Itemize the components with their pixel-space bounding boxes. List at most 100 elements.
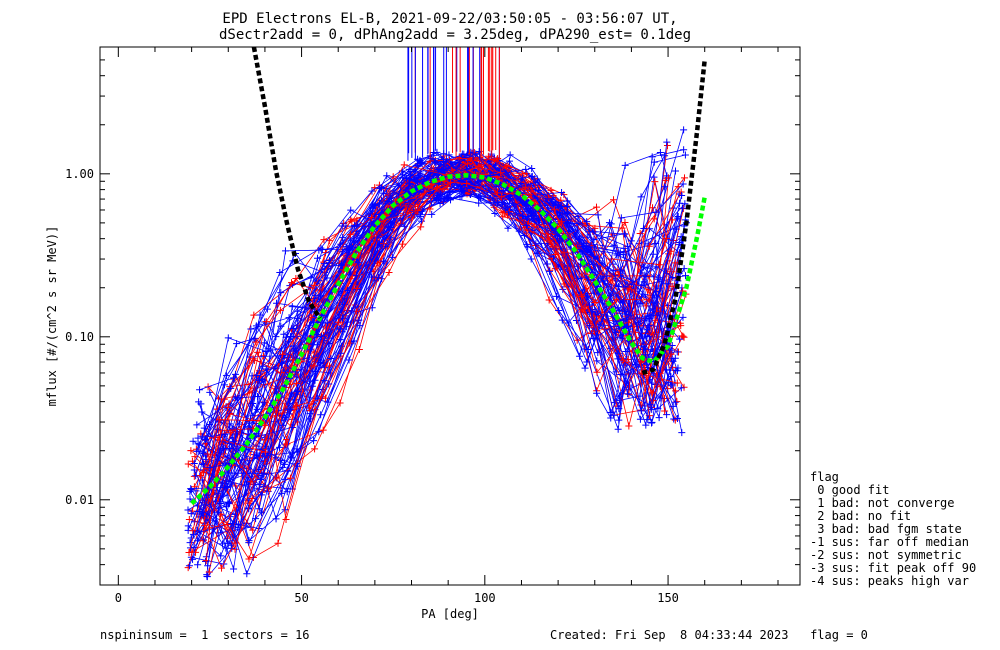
measured-point xyxy=(545,296,553,304)
measured-point xyxy=(678,429,686,437)
measured-point xyxy=(671,398,679,406)
measured-point xyxy=(336,325,344,333)
measured-point xyxy=(527,211,535,219)
measured-point xyxy=(620,244,628,252)
measured-point xyxy=(673,414,681,422)
measured-point xyxy=(223,520,231,528)
measured-point xyxy=(590,334,598,342)
measured-point xyxy=(257,509,265,517)
measured-point xyxy=(193,421,201,429)
measured-point xyxy=(522,201,530,209)
measured-point xyxy=(545,267,553,275)
measured-point xyxy=(616,307,624,315)
measured-point xyxy=(670,415,678,423)
measured-point xyxy=(221,459,229,467)
measured-point xyxy=(346,231,354,239)
measured-point xyxy=(306,346,314,354)
measured-spectrum xyxy=(192,158,680,560)
measured-point xyxy=(288,390,296,398)
measured-point xyxy=(679,180,687,188)
measured-point xyxy=(204,562,212,570)
y-axis: 0.01 0.10 1.00 xyxy=(65,46,800,586)
measured-point xyxy=(227,520,235,528)
measured-point xyxy=(669,357,677,365)
measured-point xyxy=(519,212,527,220)
measured-point xyxy=(667,350,675,358)
measured-point xyxy=(187,447,195,455)
footer-left: nspininsum = 1 sectors = 16 xyxy=(100,628,310,642)
measured-point xyxy=(594,211,602,219)
measured-point xyxy=(587,246,595,254)
measured-point xyxy=(187,534,195,542)
measured-point xyxy=(336,399,344,407)
legend-title: flag xyxy=(810,470,839,484)
measured-point xyxy=(262,318,270,326)
measured-point xyxy=(673,379,681,387)
measured-point xyxy=(498,193,506,201)
measured-point xyxy=(475,199,483,207)
measured-point xyxy=(648,153,656,161)
measured-point xyxy=(205,568,213,576)
measured-point xyxy=(262,365,270,373)
measured-point xyxy=(463,179,471,187)
measured-point xyxy=(593,357,601,365)
measured-point xyxy=(610,411,618,419)
measured-point xyxy=(558,188,566,196)
measured-point xyxy=(414,207,422,215)
measured-point xyxy=(554,232,562,240)
measured-point xyxy=(194,434,202,442)
measured-point xyxy=(199,448,207,456)
measured-point xyxy=(348,217,356,225)
measured-point xyxy=(583,358,591,366)
measured-point xyxy=(663,141,671,149)
legend-item: 2 bad: no fit xyxy=(810,509,911,523)
plot-frame xyxy=(99,46,801,586)
measured-point xyxy=(306,410,314,418)
measured-point xyxy=(399,240,407,248)
measured-point xyxy=(533,194,541,202)
measured-point xyxy=(281,475,289,483)
measured-point xyxy=(624,390,632,398)
measured-point xyxy=(555,306,563,314)
measured-point xyxy=(485,152,493,160)
measured-point xyxy=(260,470,268,478)
measured-point xyxy=(184,522,192,530)
measured-point xyxy=(187,510,195,518)
measured-point xyxy=(198,432,206,440)
measured-point xyxy=(590,328,598,336)
fit-curve xyxy=(190,173,707,506)
measured-point xyxy=(547,186,555,194)
measured-point xyxy=(254,348,262,356)
measured-point xyxy=(615,416,623,424)
measured-point xyxy=(580,243,588,251)
measured-point xyxy=(224,539,232,547)
measured-point xyxy=(374,273,382,281)
measured-point xyxy=(224,334,232,342)
measured-point xyxy=(551,206,559,214)
measured-point xyxy=(197,400,205,408)
measured-point xyxy=(373,234,381,242)
measured-point xyxy=(246,457,254,465)
measured-point xyxy=(222,372,230,380)
measured-point xyxy=(205,524,213,532)
measured-point xyxy=(663,138,671,146)
measured-point xyxy=(187,485,195,493)
measured-point xyxy=(319,295,327,303)
measured-point xyxy=(206,464,214,472)
measured-point xyxy=(668,282,676,290)
measured-point xyxy=(380,257,388,265)
legend-item: 1 bad: not converge xyxy=(810,496,955,510)
measured-point xyxy=(524,207,532,215)
measured-point xyxy=(202,557,210,565)
measured-point xyxy=(247,325,255,333)
measured-point xyxy=(400,161,408,169)
measured-point xyxy=(224,403,232,411)
measured-point xyxy=(281,247,289,255)
measured-point xyxy=(579,247,587,255)
measured-point xyxy=(221,430,229,438)
measured-point xyxy=(504,203,512,211)
measured-point xyxy=(417,208,425,216)
chart-subtitle: dSectr2add = 0, dPhAng2add = 3.25deg, dP… xyxy=(219,27,691,43)
measured-point xyxy=(522,165,530,173)
